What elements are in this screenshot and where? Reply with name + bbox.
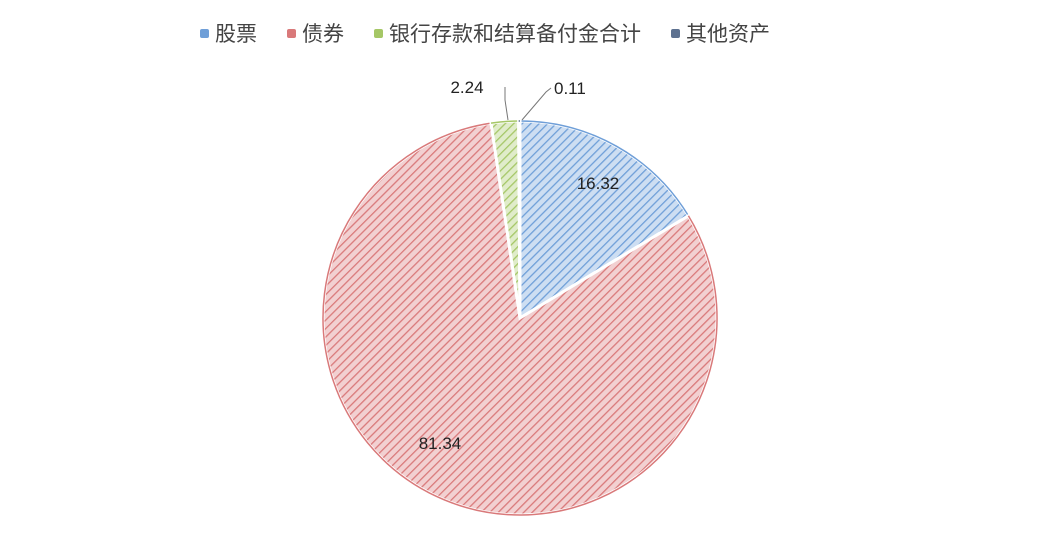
legend-label: 银行存款和结算备付金合计 [389, 22, 641, 46]
pie-slice-outline [322, 122, 718, 516]
data-label: 0.11 [554, 79, 586, 98]
legend-label: 债券 [302, 22, 344, 46]
legend-item: 银行存款和结算备付金合计 [374, 18, 641, 48]
legend-item: 股票 [200, 18, 257, 48]
legend-item: 其他资产 [671, 18, 770, 48]
pie-slice-outline [519, 120, 690, 217]
legend-item: 债券 [287, 18, 344, 48]
legend-label: 其他资产 [686, 22, 770, 46]
legend-label: 股票 [215, 22, 257, 46]
legend-swatch [671, 28, 680, 38]
data-label: 81.34 [419, 434, 462, 453]
data-label: 16.32 [577, 174, 620, 193]
leader-line [504, 87, 509, 121]
data-label: 2.24 [450, 78, 483, 97]
pie-slice [517, 119, 522, 319]
legend-swatch [287, 28, 296, 38]
legend-swatch [200, 28, 209, 38]
legend-swatch [374, 28, 383, 38]
legend: 股票 债券 银行存款和结算备付金合计 其他资产 [200, 18, 770, 48]
leader-line [521, 87, 552, 121]
